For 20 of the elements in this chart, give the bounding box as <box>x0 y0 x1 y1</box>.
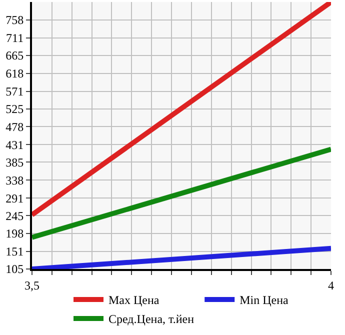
legend-label: Min Цена <box>240 293 290 308</box>
y-tick-label: 478 <box>6 120 24 134</box>
y-tick-label: 245 <box>6 208 24 223</box>
y-tick-label: 338 <box>6 173 24 188</box>
x-tick-label: 4 <box>328 278 334 292</box>
y-tick-label: 711 <box>6 31 24 46</box>
y-tick-label: 198 <box>6 226 24 241</box>
legend-label: Max Цена <box>108 293 160 308</box>
y-tick-label: 618 <box>6 66 24 81</box>
y-tick-label: 105 <box>6 262 24 276</box>
y-tick-label: 151 <box>6 244 24 259</box>
x-tick-label: 3,5 <box>24 278 40 292</box>
y-tick-label: 431 <box>6 138 24 152</box>
y-tick-label: 665 <box>6 48 24 63</box>
y-tick-label: 525 <box>6 102 24 116</box>
y-tick-label: 758 <box>6 13 24 28</box>
legend-label: Сред.Цена, т.йен <box>108 312 195 326</box>
y-tick-label: 571 <box>6 84 24 98</box>
y-tick-label: 291 <box>6 191 24 206</box>
y-tick-label: 385 <box>6 155 24 170</box>
